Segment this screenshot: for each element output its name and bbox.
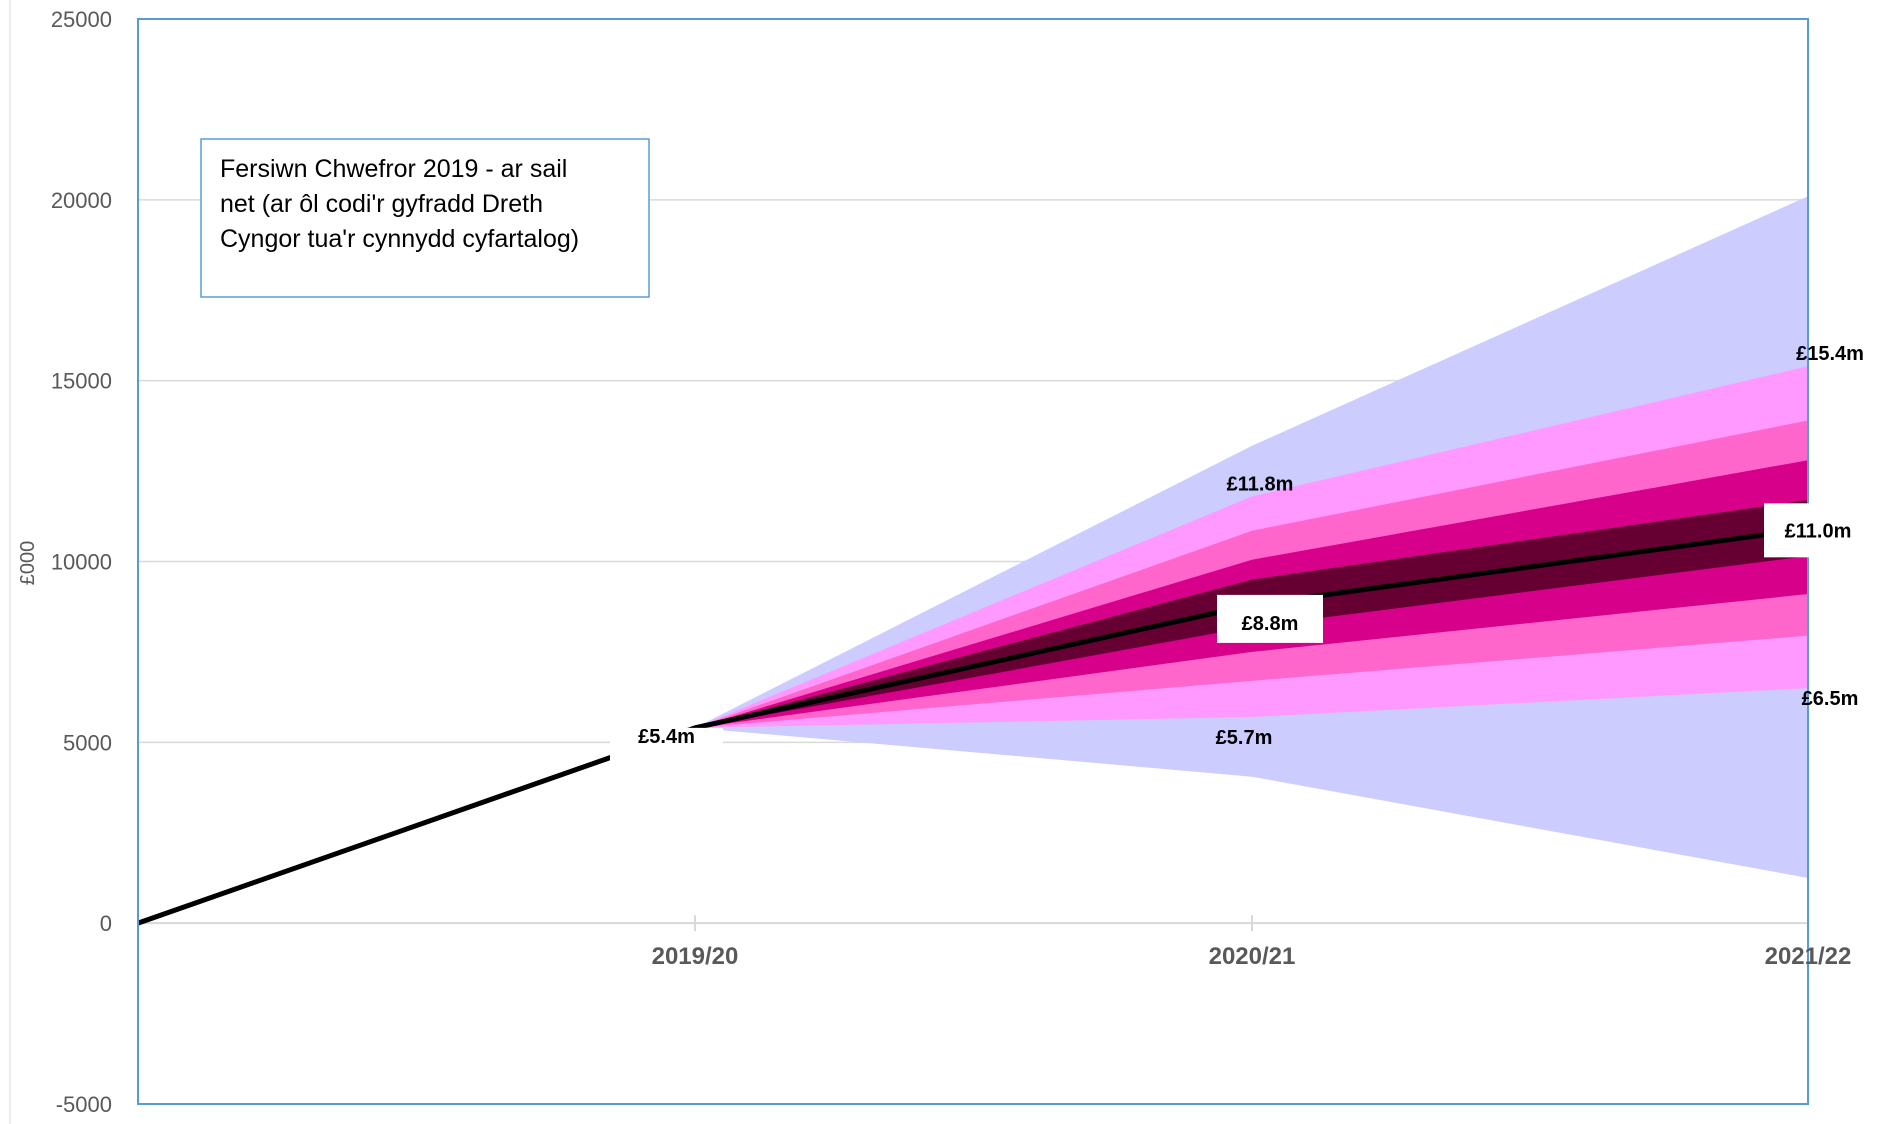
data-label-box — [1217, 594, 1323, 643]
data-label: £11.8m — [1227, 473, 1294, 495]
central-projection-line — [137, 526, 1809, 926]
plot-area-border — [137, 18, 1809, 1105]
y-tick-label: 25000 — [51, 7, 112, 32]
data-label: £15.4m — [1796, 343, 1864, 365]
y-tick-label: 10000 — [51, 550, 112, 575]
data-label: £8.8m — [1242, 613, 1299, 635]
annotation-text-line: Cyngor tua'r cynnydd cyfartalog) — [220, 225, 579, 253]
data-label: £6.5m — [1802, 688, 1859, 710]
y-tick-label: 0 — [100, 911, 112, 936]
y-tick-label: 15000 — [51, 369, 112, 394]
y-tick-label: 5000 — [63, 730, 112, 755]
annotation-text-line: Fersiwn Chwefror 2019 - ar sail — [220, 155, 567, 183]
x-category-label: 2020/21 — [1209, 943, 1296, 970]
x-category-label: 2021/22 — [1765, 943, 1852, 970]
data-label-box — [610, 727, 723, 764]
y-axis-title: £000 — [17, 541, 39, 586]
y-tick-label: 20000 — [51, 188, 112, 213]
data-label: £5.7m — [1216, 727, 1273, 749]
annotation-box — [200, 138, 650, 298]
y-tick-label: -5000 — [56, 1092, 112, 1117]
data-label: £11.0m — [1785, 520, 1852, 542]
annotation-text-line: net (ar ôl codi'r gyfradd Dreth — [220, 190, 543, 218]
data-label: £5.4m — [638, 726, 695, 748]
data-label-box — [1764, 503, 1872, 558]
x-category-label: 2019/20 — [652, 943, 739, 970]
